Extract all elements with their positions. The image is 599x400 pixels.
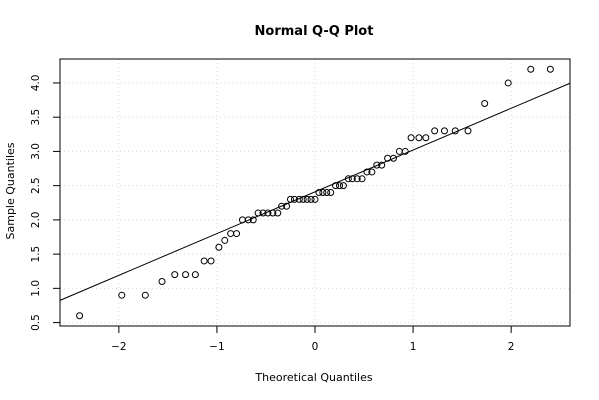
data-point: [274, 209, 282, 217]
data-point: [221, 236, 229, 244]
y-axis: 0.5 1.0 1.5 2.0 2.5 3.0 3.5 4.0: [30, 75, 61, 331]
data-point: [323, 189, 331, 196]
data-point: [336, 182, 344, 190]
y-tick-label: 1.5: [30, 246, 42, 263]
data-point: [339, 182, 347, 190]
data-point: [259, 209, 267, 217]
data-point: [249, 216, 257, 224]
data-point: [353, 175, 361, 183]
data-point: [407, 134, 415, 142]
y-tick-label: 4.0: [30, 75, 42, 92]
data-point: [464, 127, 472, 135]
data-point: [319, 189, 327, 196]
x-tick-label: 1: [410, 341, 417, 353]
data-point: [415, 134, 423, 142]
data-point: [286, 195, 294, 203]
data-point: [299, 195, 307, 203]
data-point: [373, 161, 381, 169]
data-point: [451, 127, 459, 135]
grid: [60, 59, 570, 326]
data-point: [315, 189, 323, 196]
y-tick-label: 1.0: [30, 280, 42, 297]
data-point: [269, 209, 277, 217]
data-point: [283, 202, 291, 210]
data-point: [358, 175, 366, 183]
data-point: [389, 154, 397, 162]
qq-reference-line: [59, 82, 571, 301]
y-tick-label: 2.0: [30, 212, 42, 229]
data-point: [440, 127, 448, 135]
data-point: [327, 189, 335, 196]
y-tick-label: 0.5: [30, 314, 42, 331]
data-point: [254, 209, 262, 217]
data-point: [303, 195, 311, 203]
data-point: [307, 195, 315, 203]
data-point: [278, 202, 286, 210]
y-tick-label: 3.5: [30, 109, 42, 126]
y-tick-label: 2.5: [30, 177, 42, 194]
data-point: [191, 271, 199, 279]
data-point: [311, 195, 319, 203]
data-point: [344, 175, 352, 183]
data-point: [546, 65, 554, 73]
data-point: [118, 291, 126, 299]
data-point: [227, 230, 235, 238]
data-point: [215, 243, 223, 251]
data-point: [207, 257, 215, 265]
data-point: [76, 312, 84, 320]
data-point: [527, 65, 535, 73]
data-point: [295, 195, 303, 203]
chart-title: Normal Q-Q Plot: [255, 24, 374, 39]
data-point: [290, 195, 298, 203]
data-point: [332, 182, 340, 190]
points: [76, 65, 554, 320]
data-point: [378, 161, 386, 169]
data-point: [348, 175, 356, 183]
data-point: [481, 100, 489, 107]
reference-line-group: [59, 82, 571, 301]
data-point: [182, 271, 190, 279]
data-point: [401, 147, 409, 155]
data-point: [158, 278, 166, 285]
x-tick-label: 2: [508, 341, 515, 353]
x-tick-label: −1: [209, 341, 224, 353]
data-point: [264, 209, 272, 217]
data-point: [244, 216, 252, 224]
data-point: [171, 271, 179, 279]
x-axis-label: Theoretical Quantiles: [254, 371, 372, 384]
data-point: [233, 230, 241, 238]
y-tick-label: 3.0: [30, 143, 42, 160]
data-point: [368, 168, 376, 176]
data-point: [395, 147, 403, 155]
data-point: [141, 291, 149, 299]
y-axis-label: Sample Quantiles: [4, 142, 17, 239]
x-tick-label: −2: [111, 341, 126, 353]
x-axis: −2 −1 0 1 2: [111, 325, 515, 353]
data-point: [504, 79, 512, 87]
data-point: [200, 257, 208, 265]
data-point: [431, 127, 439, 135]
data-point: [363, 168, 371, 176]
data-point: [422, 134, 430, 142]
x-tick-label: 0: [312, 341, 319, 353]
